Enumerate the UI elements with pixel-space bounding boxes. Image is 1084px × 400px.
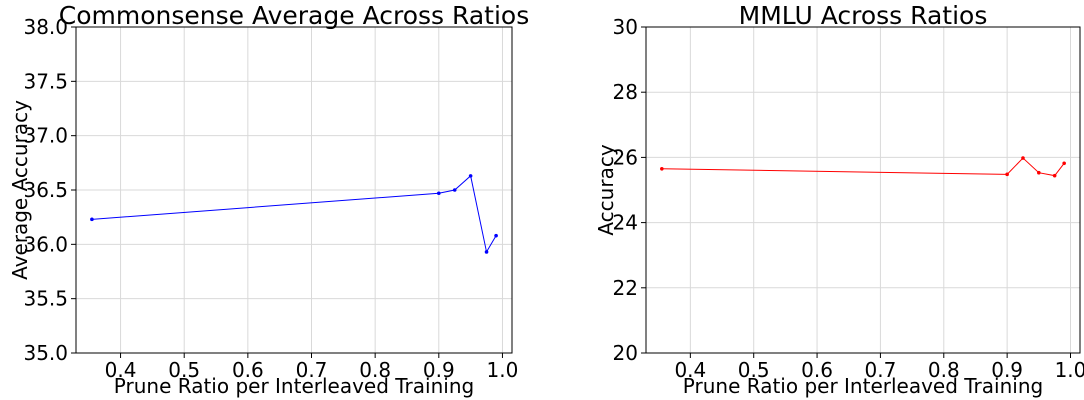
commonsense-x-axis-label: Prune Ratio per Interleaved Training xyxy=(114,374,474,398)
mmlu-chart: 0.4 0.5 0.6 0.7 0.8 0.9 1.0 20 22 24 26 28 30 MMLU A… xyxy=(594,1,1084,398)
mmlu-data-point xyxy=(1021,156,1025,160)
mmlu-y-tick-label: 22 xyxy=(613,276,638,300)
commonsense-data-point xyxy=(90,217,94,222)
commonsense-x-tick-label: 0.9 xyxy=(423,358,455,382)
commonsense-data-point xyxy=(484,250,489,254)
mmlu-x-axis-label: Prune Ratio per Interleaved Training xyxy=(683,374,1043,398)
mmlu-y-tick-label: 28 xyxy=(613,80,638,104)
mmlu-x-tick-label: 0.5 xyxy=(738,358,770,382)
commonsense-series xyxy=(90,174,498,254)
commonsense-x-tick-label: 0.4 xyxy=(105,358,137,382)
mmlu-series xyxy=(660,156,1066,178)
commonsense-x-tick-label: 0.5 xyxy=(168,358,200,382)
commonsense-chart: 0.4 0.5 0.6 0.7 0.8 0.9 1.0 35.0 35.5 36.0 36.5 37.… xyxy=(8,1,529,398)
mmlu-ticks: 0.4 0.5 0.6 0.7 0.8 0.9 1.0 20 22 24 26 28 30 xyxy=(613,15,1084,382)
mmlu-y-axis-label: Accuracy xyxy=(594,144,618,235)
commonsense-series-line xyxy=(91,174,497,254)
commonsense-data-point xyxy=(468,174,473,178)
commonsense-y-tick-label: 35.5 xyxy=(23,287,68,311)
commonsense-data-point xyxy=(494,233,498,238)
commonsense-y-tick-label: 38.0 xyxy=(23,15,68,39)
mmlu-data-point xyxy=(1037,170,1041,175)
mmlu-plot-frame xyxy=(645,26,1081,354)
mmlu-data-point xyxy=(1062,161,1066,166)
mmlu-y-tick-label: 30 xyxy=(613,15,638,39)
mmlu-x-tick-label: 0.4 xyxy=(674,358,706,382)
commonsense-y-axis-label: Average Accuracy xyxy=(8,100,32,280)
mmlu-series-line xyxy=(661,157,1065,177)
mmlu-x-tick-label: 0.7 xyxy=(865,358,897,382)
commonsense-grid xyxy=(76,26,512,354)
commonsense-ticks: 0.4 0.5 0.6 0.7 0.8 0.9 1.0 35.0 35.5 36.0 36.5 37.… xyxy=(23,15,518,382)
commonsense-x-tick-label: 0.8 xyxy=(359,358,391,382)
commonsense-x-tick-label: 0.6 xyxy=(232,358,264,382)
commonsense-y-tick-label: 37.5 xyxy=(23,69,68,93)
commonsense-data-point xyxy=(437,191,441,196)
mmlu-y-tick-label: 26 xyxy=(613,145,638,169)
mmlu-y-tick-label: 24 xyxy=(613,211,638,235)
mmlu-y-tick-label: 20 xyxy=(613,341,638,365)
commonsense-x-tick-label: 0.7 xyxy=(296,358,328,382)
mmlu-x-tick-label: 0.9 xyxy=(991,358,1023,382)
commonsense-title: Commonsense Average Across Ratios xyxy=(59,1,529,30)
commonsense-data-point xyxy=(452,188,457,192)
mmlu-title: MMLU Across Ratios xyxy=(739,1,988,30)
mmlu-x-tick-label: 0.6 xyxy=(801,358,833,382)
commonsense-y-tick-label: 35.0 xyxy=(23,341,68,365)
mmlu-data-point xyxy=(660,167,664,171)
mmlu-data-point xyxy=(1005,172,1009,177)
mmlu-data-point xyxy=(1052,173,1057,178)
mmlu-x-tick-label: 0.8 xyxy=(928,358,960,382)
mmlu-grid xyxy=(646,26,1080,354)
commonsense-y-tick-label: 37.0 xyxy=(23,124,68,148)
commonsense-y-tick-label: 36.5 xyxy=(23,178,68,202)
mmlu-x-tick-label: 1.0 xyxy=(1055,358,1084,382)
commonsense-x-tick-label: 1.0 xyxy=(487,358,519,382)
commonsense-y-tick-label: 36.0 xyxy=(23,232,68,256)
